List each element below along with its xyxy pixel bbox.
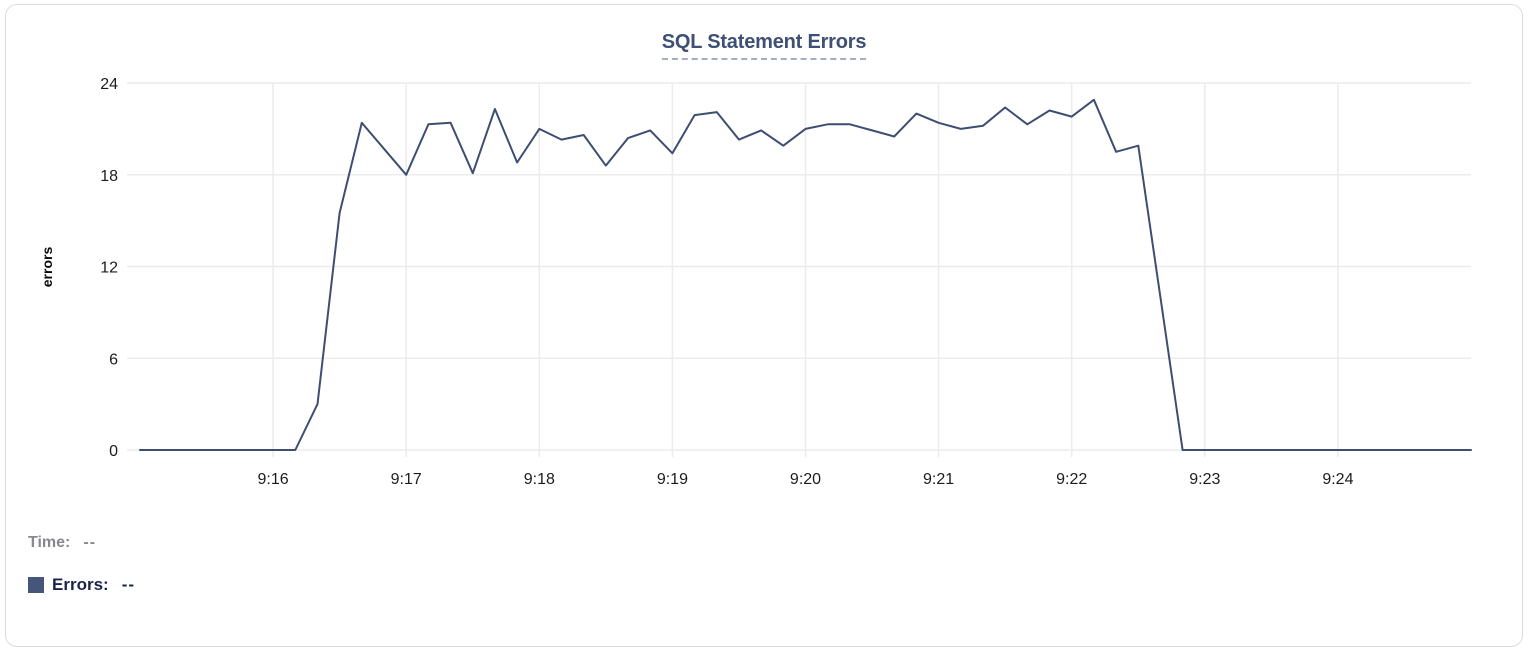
y-axis-tick-label: 6	[109, 351, 118, 368]
y-axis-tick-label: 0	[109, 443, 118, 460]
tooltip-time-label: Time:	[28, 534, 71, 551]
x-axis-tick-label: 9:17	[391, 471, 422, 488]
panel-title[interactable]: SQL Statement Errors	[661, 31, 866, 60]
x-axis-tick-label: 9:22	[1056, 471, 1087, 488]
x-axis-tick-label: 9:21	[923, 471, 954, 488]
x-axis-tick-label: 9:18	[524, 471, 555, 488]
y-axis-tick-label: 12	[100, 260, 118, 277]
x-axis-tick-label: 9:24	[1322, 471, 1353, 488]
x-axis-tick-label: 9:19	[657, 471, 688, 488]
panel-header: SQL Statement Errors	[0, 31, 1528, 60]
x-axis-tick-label: 9:23	[1189, 471, 1220, 488]
series-color-swatch	[28, 577, 44, 593]
x-axis-tick-label: 9:16	[258, 471, 289, 488]
y-axis-tick-label: 24	[100, 76, 118, 93]
panel-card	[5, 4, 1523, 647]
errors-series-line	[139, 98, 1472, 451]
x-axis-tick-label: 9:20	[790, 471, 821, 488]
legend-errors-row[interactable]: Errors: --	[28, 575, 135, 595]
tooltip-time-value: --	[83, 534, 97, 551]
legend-errors-value: --	[121, 575, 136, 594]
y-axis-tick-label: 18	[100, 168, 118, 185]
legend-errors-label: Errors:	[52, 575, 109, 594]
tooltip-time-row: Time: --	[28, 534, 96, 552]
